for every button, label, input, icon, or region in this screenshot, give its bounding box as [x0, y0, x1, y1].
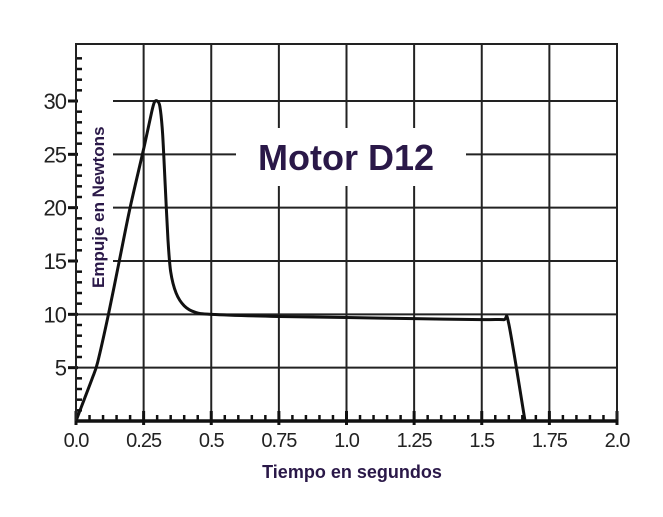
title-background [236, 128, 466, 186]
x-tick-label: 1.75 [532, 430, 568, 452]
plot-frame [75, 43, 618, 423]
y-tick-label: 30 [44, 89, 67, 114]
y-tick-label: 25 [44, 142, 67, 167]
x-tick-label: 0.0 [64, 430, 90, 452]
x-tick-label: 1.25 [397, 430, 433, 452]
y-tick-label: 10 [44, 302, 67, 327]
series [74, 99, 527, 422]
x-tick-label: 2.0 [605, 430, 631, 452]
ylabel-background [84, 150, 112, 300]
x-tick-label: 1.5 [469, 430, 495, 452]
y-tick-labels: 5 10 15 20 25 30 [44, 89, 68, 381]
grid [76, 44, 617, 421]
chart-title: Motor D12 [258, 137, 434, 178]
x-tick-label: 0.25 [126, 430, 162, 452]
x-tick-label: 0.75 [261, 430, 297, 452]
thrust-line [74, 99, 527, 422]
plot-border [75, 43, 618, 421]
y-tick-label: 5 [55, 356, 67, 381]
x-tick-label: 0.5 [199, 430, 225, 452]
x-axis-label: Tiempo en segundos [262, 462, 442, 482]
y-axis-label: Empuje en Newtons [89, 126, 108, 288]
y-tick-label: 20 [44, 196, 67, 221]
x-tick-labels: 0.0 0.25 0.5 0.75 1.0 1.25 1.5 1.75 2.0 [64, 430, 632, 452]
y-tick-label: 15 [44, 249, 67, 274]
x-tick-label: 1.0 [334, 430, 360, 452]
